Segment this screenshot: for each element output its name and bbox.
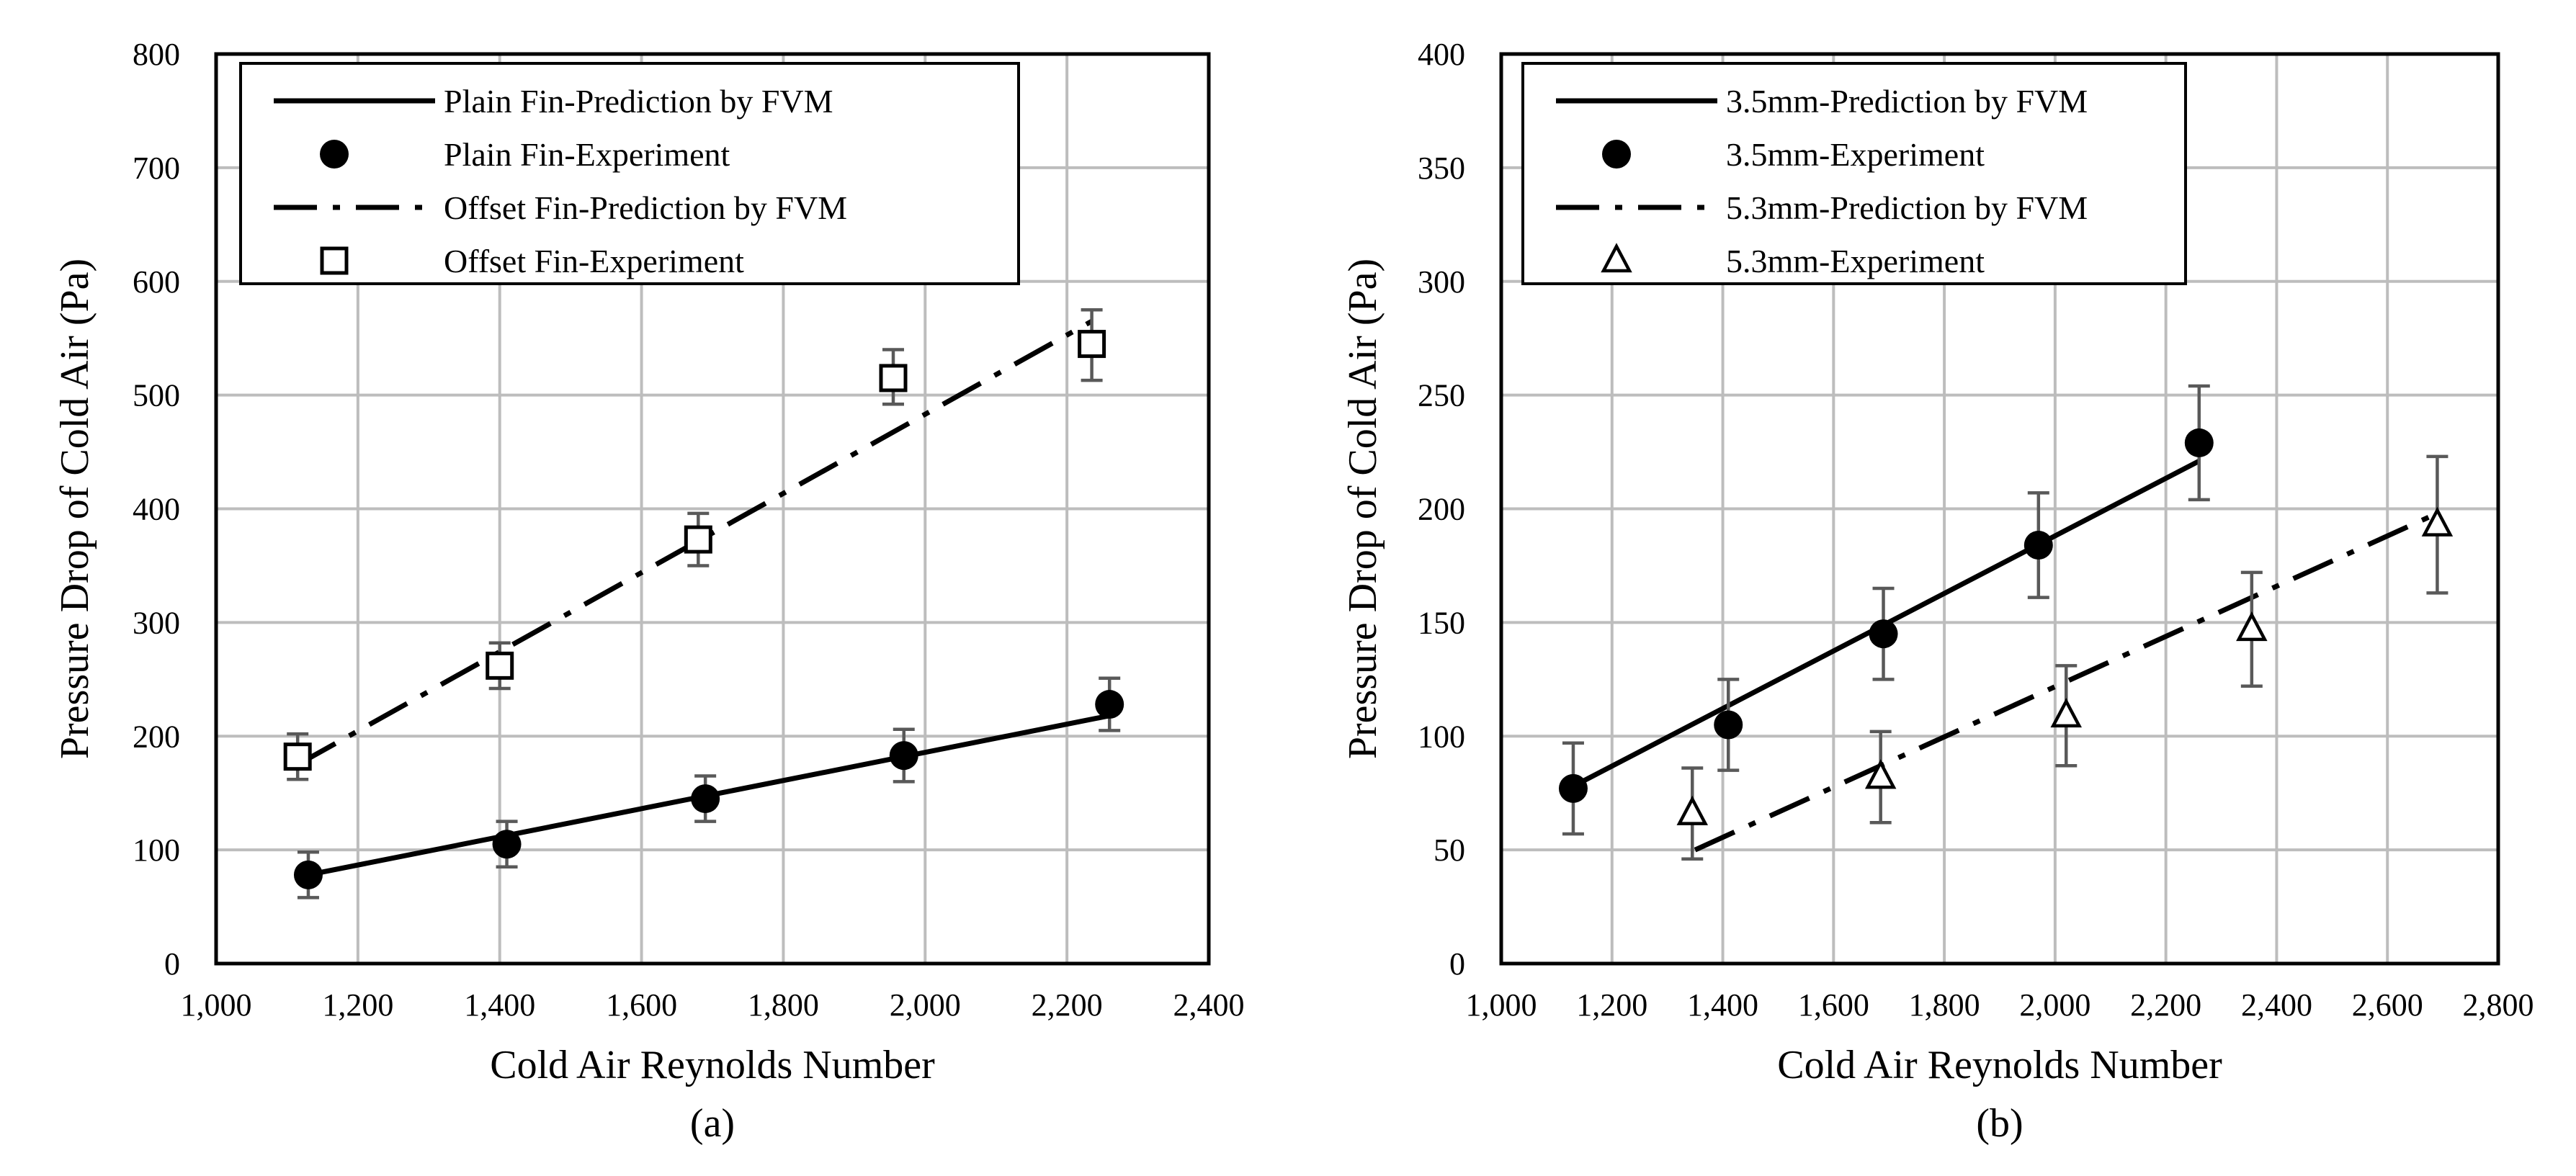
chart-a-line-offset-fin-prediction-by-fvm [296, 318, 1094, 767]
chart-b-legend-label: 5.3mm-Experiment [1726, 243, 1985, 279]
chart-b-x-tick-label: 2,800 [2463, 987, 2534, 1023]
chart-a-y-tick-label: 0 [164, 946, 180, 982]
chart-b-legend-marker-swatch [1601, 243, 1632, 273]
chart-a-point-plain-fin-experiment [691, 784, 720, 814]
chart-b-y-tick-label: 0 [1449, 946, 1465, 982]
chart-b-series-3-5mm-experiment [1558, 384, 2214, 836]
chart-a-x-tick-label: 2,200 [1032, 987, 1103, 1023]
chart-a-x-tick-label: 1,800 [748, 987, 819, 1023]
chart-a-point-plain-fin-experiment [1095, 690, 1124, 719]
chart-a-y-axis-label: Pressure Drop of Cold Air (Pa) [53, 259, 97, 759]
chart-b-x-tick-label: 2,400 [2241, 987, 2312, 1023]
chart-a-point-plain-fin-experiment [293, 860, 323, 889]
chart-b-legend-entry: 3.5mm-Experiment [1602, 136, 1985, 173]
chart-b-x-tick-label: 1,800 [1909, 987, 1980, 1023]
chart-b-series-5-3mm-experiment [1676, 454, 2454, 861]
chart-b-x-tick-label: 1,200 [1576, 987, 1647, 1023]
chart-a-x-tick-label: 2,000 [890, 987, 961, 1023]
chart-b-plot-frame [1499, 52, 2500, 966]
chart-b-legend: 3.5mm-Prediction by FVM 3.5mm-Experiment 5… [1521, 62, 2187, 285]
chart-b-y-tick-label: 350 [1418, 151, 1465, 186]
chart-a: 1,000 1,200 1,400 1,600 1,800 2,000 2,200 2,400… [53, 37, 1245, 1146]
chart-a-y-tick-label: 600 [133, 264, 180, 300]
chart-b: 1,000 1,200 1,400 1,600 1,800 2,000 2,200 2,400… [1341, 37, 2534, 1146]
chart-b-legend-label: 3.5mm-Experiment [1726, 136, 1985, 173]
chart-a-series-plain-fin-experiment [293, 676, 1124, 899]
chart-b-y-axis-label: Pressure Drop of Cold Air (Pa) [1341, 259, 1385, 759]
chart-b-point-3-5mm-experiment [1558, 773, 1588, 803]
chart-b-point-3-5mm-experiment [1869, 619, 1898, 649]
chart-b-x-tick-label: 2,200 [2130, 987, 2201, 1023]
chart-a-y-tick-label: 300 [133, 605, 180, 640]
chart-a-x-tick-label: 1,000 [181, 987, 252, 1023]
chart-a-plot-frame [214, 52, 1211, 966]
chart-a-y-tick-label: 700 [133, 151, 180, 186]
chart-b-y-tick-label: 400 [1418, 37, 1465, 72]
chart-b-x-tick-label: 2,600 [2352, 987, 2423, 1023]
chart-a-y-tick-label: 400 [133, 492, 180, 527]
chart-a-x-tick-label: 1,400 [464, 987, 535, 1023]
chart-b-point-3-5mm-experiment [2184, 428, 2214, 457]
chart-a-legend-marker-swatch [320, 140, 349, 169]
chart-b-point-5-3mm-experiment [2421, 506, 2454, 537]
chart-a-series-offset-fin-prediction-by-fvm [296, 318, 1094, 767]
chart-a-legend-entry: Offset Fin-Experiment [320, 243, 744, 279]
chart-a-legend-entry: Plain Fin-Prediction by FVM [274, 83, 833, 120]
chart-a-legend-marker-swatch [320, 246, 349, 275]
chart-b-legend-entry: 5.3mm-Experiment [1601, 243, 1985, 279]
chart-a-y-tick-label: 200 [133, 719, 180, 754]
chart-a-x-axis-label: Cold Air Reynolds Number [490, 1043, 935, 1087]
chart-b-y-tick-label: 100 [1418, 719, 1465, 754]
chart-a-legend-label: Plain Fin-Experiment [444, 136, 730, 173]
chart-b-x-tick-label: 1,400 [1687, 987, 1758, 1023]
chart-a-legend-label: Offset Fin-Prediction by FVM [444, 189, 847, 226]
chart-a-legend-entry: Offset Fin-Prediction by FVM [274, 189, 847, 226]
chart-a-x-tick-label: 1,200 [322, 987, 393, 1023]
chart-b-y-tick-label: 300 [1418, 264, 1465, 300]
chart-b-y-tick-label: 50 [1434, 832, 1465, 868]
chart-b-caption: (b) [1976, 1101, 2023, 1146]
chart-b-y-tick-label: 200 [1418, 492, 1465, 527]
chart-b-legend-entry: 3.5mm-Prediction by FVM [1556, 83, 2088, 120]
chart-a-point-plain-fin-experiment [492, 830, 522, 859]
chart-b-series-5-3mm-prediction-by-fvm [1694, 511, 2438, 853]
chart-b-legend-marker-swatch [1602, 140, 1631, 169]
chart-b-x-tick-label: 2,000 [2019, 987, 2090, 1023]
chart-a-y-tick-label: 500 [133, 378, 180, 413]
chart-a-legend: Plain Fin-Prediction by FVM Plain Fin-Exp… [239, 62, 1020, 285]
chart-b-x-axis-label: Cold Air Reynolds Number [1777, 1043, 2222, 1087]
chart-b-legend-label: 5.3mm-Prediction by FVM [1726, 189, 2088, 226]
chart-b-point-5-3mm-experiment [1864, 759, 1897, 789]
chart-b-y-tick-label: 250 [1418, 378, 1465, 413]
chart-a-legend-entry: Plain Fin-Experiment [320, 136, 730, 173]
chart-b-y-tick-label: 150 [1418, 605, 1465, 640]
chart-a-legend-label: Plain Fin-Prediction by FVM [444, 83, 833, 120]
chart-a-point-offset-fin-experiment [283, 742, 312, 771]
chart-a-y-tick-label: 800 [133, 37, 180, 72]
chart-b-point-5-3mm-experiment [2050, 698, 2083, 728]
chart-a-point-offset-fin-experiment [684, 525, 712, 554]
chart-b-point-5-3mm-experiment [1676, 795, 1709, 825]
chart-b-point-3-5mm-experiment [1714, 710, 1743, 740]
chart-a-point-offset-fin-experiment [486, 651, 514, 680]
chart-a-caption: (a) [690, 1101, 735, 1146]
chart-a-y-tick-label: 100 [133, 832, 180, 868]
chart-a-series-offset-fin-experiment [283, 308, 1106, 781]
chart-b-point-3-5mm-experiment [2023, 531, 2053, 560]
chart-a-legend-label: Offset Fin-Experiment [444, 243, 744, 279]
chart-a-x-tick-label: 2,400 [1173, 987, 1245, 1023]
chart-b-legend-entry: 5.3mm-Prediction by FVM [1556, 189, 2088, 226]
chart-b-legend-label: 3.5mm-Prediction by FVM [1726, 83, 2088, 120]
chart-b-point-5-3mm-experiment [2236, 611, 2268, 642]
chart-a-point-offset-fin-experiment [879, 364, 908, 392]
chart-b-x-tick-label: 1,600 [1798, 987, 1869, 1023]
chart-b-line-5-3mm-prediction-by-fvm [1694, 511, 2438, 853]
chart-b-x-tick-label: 1,000 [1466, 987, 1537, 1023]
chart-a-point-offset-fin-experiment [1078, 330, 1106, 359]
chart-a-x-tick-label: 1,600 [606, 987, 677, 1023]
chart-a-point-plain-fin-experiment [889, 741, 918, 771]
